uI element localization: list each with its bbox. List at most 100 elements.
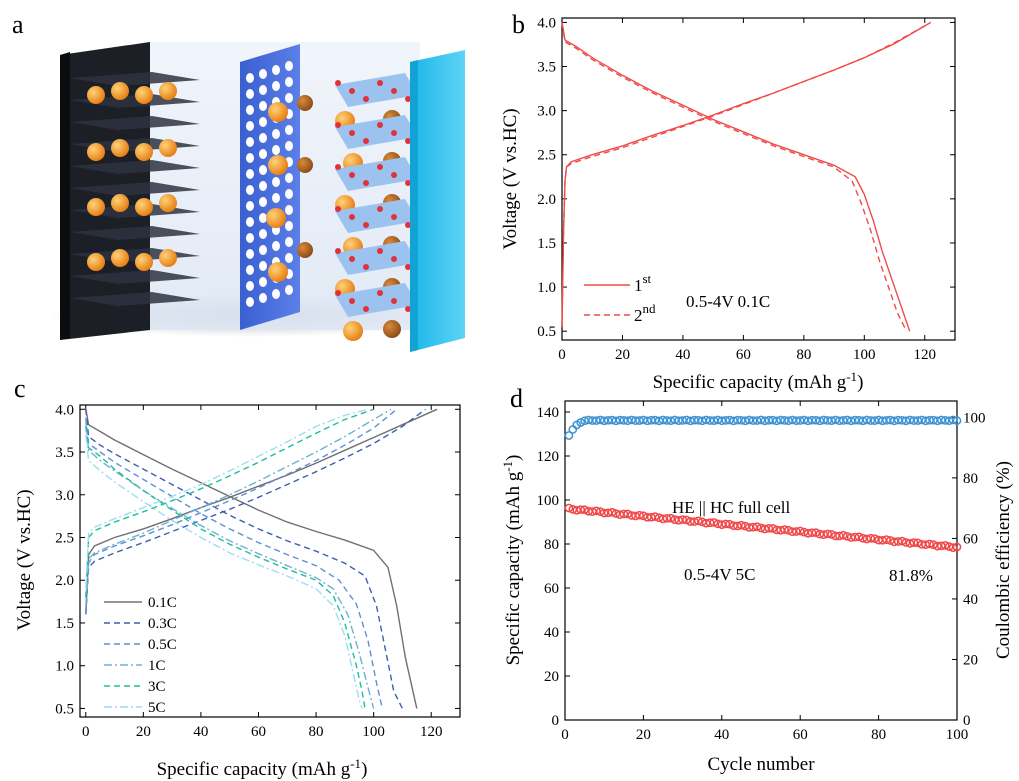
annotation-conditions: 0.5-4V 0.1C — [686, 292, 770, 311]
capacity-point — [913, 538, 923, 548]
oxygen-atom — [363, 96, 369, 102]
octahedral-layer — [335, 241, 418, 275]
separator-pores — [246, 61, 313, 307]
capacity-point — [666, 513, 676, 523]
capacity-point — [925, 539, 934, 549]
capacity-point — [827, 530, 836, 539]
y2-tick-label: 80 — [963, 471, 978, 487]
oxygen-atom — [377, 206, 383, 212]
graphene-sheet — [70, 270, 200, 284]
hard-carbon-graphene-layers — [70, 72, 200, 306]
oxygen-atom — [377, 248, 383, 254]
oxygen-atom — [363, 264, 369, 270]
sodium-ion — [111, 249, 129, 267]
y2-tick-label: 40 — [963, 592, 978, 608]
separator-pore — [285, 189, 293, 199]
separator-pore — [285, 221, 293, 231]
separator-pore — [246, 201, 254, 211]
tick-marks: 0 20 40 60 80 100 120 0.5 1.0 1.5 2.0 2.5 3.0 3.5 4.0 — [537, 15, 955, 363]
panel-letter-a: a — [12, 10, 24, 39]
capacity-point — [576, 505, 586, 514]
capacity-point — [752, 522, 762, 532]
octahedral-layer — [335, 115, 418, 149]
separator-pore — [246, 265, 254, 275]
panel-letter-b: b — [512, 10, 525, 39]
x-tick-label: 20 — [136, 724, 151, 740]
oxygen-atom — [391, 214, 397, 220]
y-tick-label: 3.5 — [537, 60, 556, 76]
capacity-point — [952, 542, 962, 552]
capacity-point — [662, 514, 672, 523]
x-tick-label: 0 — [558, 347, 566, 363]
capacity-point — [682, 515, 691, 525]
y-axis-label: Voltage (V vs.HC) — [500, 108, 521, 249]
capacity-point — [784, 525, 793, 535]
series-0-discharge-line — [561, 22, 911, 332]
sodium-ion — [87, 198, 105, 216]
sodium-ion — [343, 321, 363, 341]
capacity-point — [635, 510, 644, 520]
graphene-sheet — [70, 72, 200, 86]
series-lines — [561, 21, 932, 332]
separator-pore — [246, 233, 254, 243]
sodium-ion — [135, 143, 153, 161]
capacity-point — [595, 507, 605, 516]
separator-pore — [259, 213, 267, 223]
separator-pore — [259, 293, 267, 303]
oxygen-atom — [335, 164, 341, 170]
sodium-ion — [135, 198, 153, 216]
capacity-point — [948, 543, 958, 553]
y2-tick-label: 60 — [963, 531, 978, 547]
sodium-ion — [266, 208, 286, 228]
x-tick-label: 60 — [251, 724, 266, 740]
series-4-charge-line — [85, 408, 374, 598]
oxygen-atom — [391, 298, 397, 304]
oxygen-atom — [405, 222, 411, 228]
efficiency-point — [568, 425, 578, 434]
x-tick-label: 60 — [736, 347, 751, 363]
capacity-point — [764, 523, 774, 533]
capacity-point — [866, 533, 876, 543]
capacity-point — [795, 526, 805, 536]
capacity-point — [780, 525, 789, 534]
y-tick-label: 60 — [544, 581, 559, 597]
separator-pore — [285, 141, 293, 151]
oxygen-atom — [377, 164, 383, 170]
x-tick-label: 100 — [853, 347, 876, 363]
oxygen-atom — [349, 298, 355, 304]
oxygen-atom — [363, 306, 369, 312]
oxygen-atom — [363, 222, 369, 228]
y-tick-label: 3.5 — [55, 445, 74, 461]
capacity-point — [940, 541, 950, 550]
y-tick-label: 1.5 — [537, 236, 556, 252]
separator-pore — [272, 193, 280, 203]
octahedral-layer — [335, 283, 418, 317]
y-tick-label: 100 — [537, 493, 560, 509]
sodium-ion — [159, 82, 177, 100]
separator-pore — [285, 285, 293, 295]
separator-pore — [285, 61, 293, 71]
sodium-ion — [111, 82, 129, 100]
oxygen-atom — [335, 80, 341, 86]
oxygen-atom — [335, 206, 341, 212]
y-tick-label: 0 — [552, 713, 560, 729]
sodium-ion — [383, 320, 401, 338]
oxygen-atom — [349, 172, 355, 178]
y2-tick-label: 100 — [963, 410, 986, 426]
capacity-point — [854, 532, 864, 542]
y-tick-label: 4.0 — [537, 15, 556, 31]
capacity-point — [882, 535, 891, 544]
annotation-retention: 81.8% — [889, 566, 933, 585]
oxygen-atom — [405, 306, 411, 312]
oxygen-atom — [335, 290, 341, 296]
panel-b-chart: 0 20 40 60 80 100 1200.51.01.52.02.53.03.54.0 … — [500, 15, 956, 393]
separator-pore — [259, 261, 267, 271]
separator-pore — [285, 253, 293, 263]
separator-pore — [259, 117, 267, 127]
y-tick-label: 4.0 — [55, 402, 74, 418]
capacity-point — [693, 516, 703, 526]
legend: 0.1C 0.3C 0.5C 1C 3C 5C — [104, 595, 177, 716]
sodium-ion — [159, 139, 177, 157]
graphene-sheet — [70, 182, 200, 196]
capacity-point — [807, 528, 817, 538]
